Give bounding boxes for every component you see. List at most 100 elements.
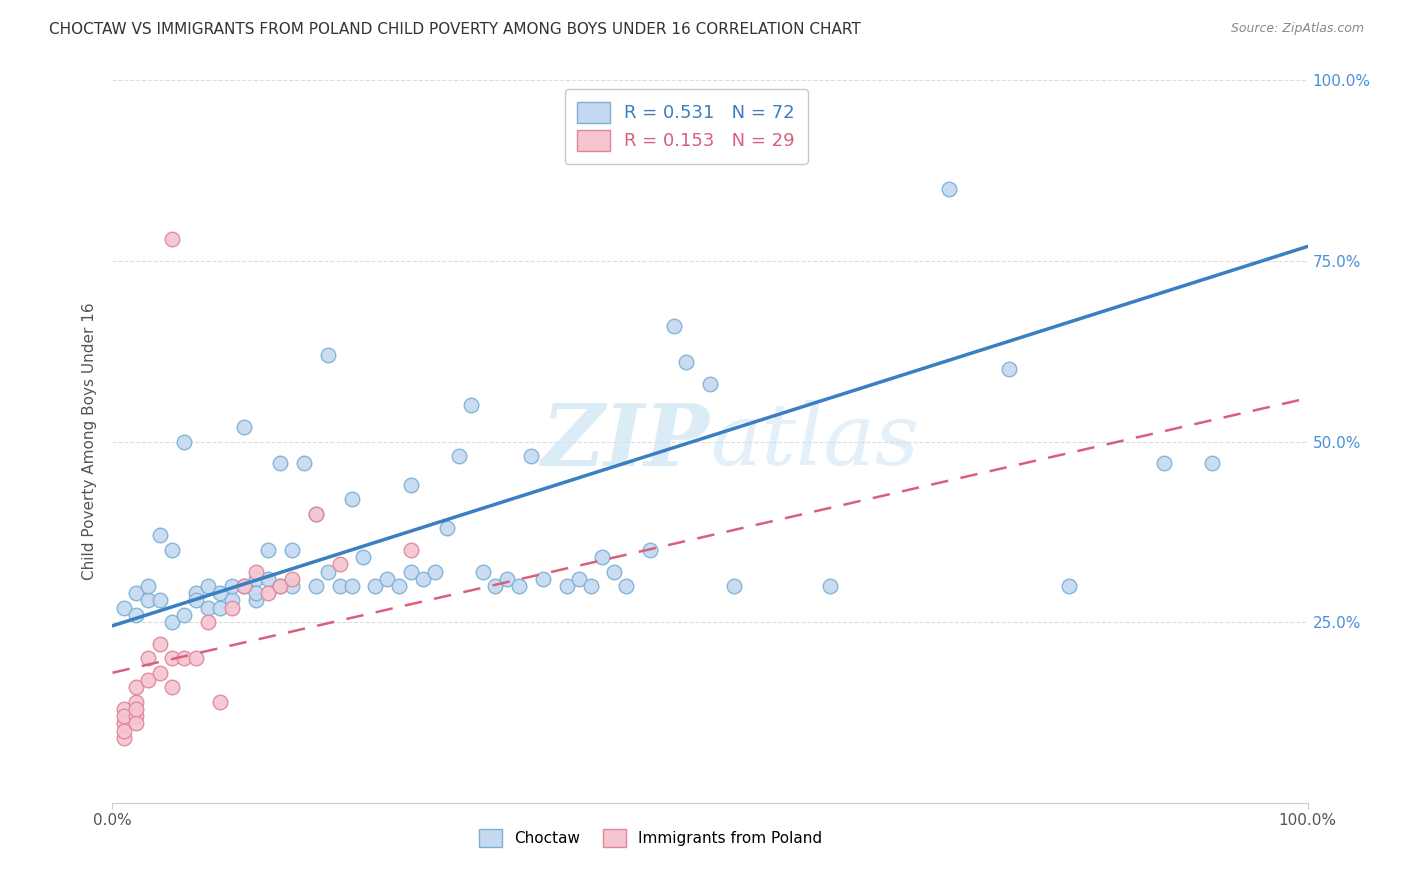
Point	[592, 550, 614, 565]
Point	[616, 579, 638, 593]
Point	[364, 579, 387, 593]
Point	[1057, 579, 1080, 593]
Point	[221, 600, 243, 615]
Point	[209, 695, 232, 709]
Point	[603, 565, 626, 579]
Point	[508, 579, 530, 593]
Point	[114, 600, 135, 615]
Point	[305, 507, 328, 521]
Point	[162, 651, 183, 665]
Point	[149, 593, 172, 607]
Point	[114, 702, 135, 716]
Point	[114, 716, 135, 731]
Point	[269, 456, 291, 470]
Point	[162, 680, 183, 694]
Point	[531, 572, 554, 586]
Point	[640, 542, 662, 557]
Point	[257, 572, 280, 586]
Point	[305, 507, 328, 521]
Point	[460, 398, 482, 412]
Point	[579, 579, 602, 593]
Point	[209, 600, 232, 615]
Point	[245, 586, 267, 600]
Point	[233, 420, 256, 434]
Point	[257, 542, 280, 557]
Point	[316, 565, 339, 579]
Point	[138, 579, 160, 593]
Point	[125, 680, 148, 694]
Point	[555, 579, 578, 593]
Point	[998, 362, 1021, 376]
Point	[1201, 456, 1223, 470]
Point	[138, 651, 160, 665]
Point	[340, 492, 363, 507]
Point	[329, 558, 352, 572]
Point	[401, 478, 423, 492]
Point	[269, 579, 291, 593]
Point	[197, 579, 219, 593]
Point	[149, 528, 172, 542]
Point	[412, 572, 434, 586]
Point	[173, 607, 195, 622]
Point	[496, 572, 519, 586]
Point	[197, 600, 219, 615]
Point	[125, 695, 148, 709]
Point	[425, 565, 447, 579]
Point	[292, 456, 315, 470]
Point	[114, 709, 135, 723]
Point	[388, 579, 411, 593]
Point	[173, 651, 195, 665]
Point	[401, 565, 423, 579]
Point	[125, 716, 148, 731]
Point	[221, 579, 243, 593]
Point	[447, 449, 470, 463]
Point	[281, 542, 304, 557]
Point	[305, 579, 328, 593]
Point	[436, 521, 458, 535]
Legend: Choctaw, Immigrants from Poland: Choctaw, Immigrants from Poland	[472, 823, 828, 853]
Point	[1153, 456, 1175, 470]
Point	[125, 709, 148, 723]
Point	[162, 542, 183, 557]
Text: Source: ZipAtlas.com: Source: ZipAtlas.com	[1230, 22, 1364, 36]
Point	[125, 607, 148, 622]
Point	[114, 731, 135, 745]
Point	[664, 318, 686, 333]
Point	[699, 376, 721, 391]
Point	[401, 542, 423, 557]
Point	[149, 637, 172, 651]
Point	[173, 434, 195, 449]
Point	[818, 579, 841, 593]
Point	[114, 723, 135, 738]
Point	[257, 586, 280, 600]
Text: atlas: atlas	[710, 401, 920, 483]
Point	[938, 182, 960, 196]
Point	[186, 586, 208, 600]
Point	[186, 651, 208, 665]
Point	[245, 572, 267, 586]
Point	[520, 449, 543, 463]
Point	[221, 593, 243, 607]
Point	[138, 673, 160, 687]
Point	[269, 579, 291, 593]
Point	[197, 615, 219, 630]
Point	[233, 579, 256, 593]
Point	[340, 579, 363, 593]
Point	[316, 348, 339, 362]
Point	[138, 593, 160, 607]
Text: ZIP: ZIP	[543, 400, 710, 483]
Point	[568, 572, 591, 586]
Point	[209, 586, 232, 600]
Point	[472, 565, 495, 579]
Point	[352, 550, 374, 565]
Text: CHOCTAW VS IMMIGRANTS FROM POLAND CHILD POVERTY AMONG BOYS UNDER 16 CORRELATION : CHOCTAW VS IMMIGRANTS FROM POLAND CHILD …	[49, 22, 860, 37]
Point	[329, 579, 352, 593]
Point	[675, 355, 697, 369]
Point	[377, 572, 399, 586]
Point	[281, 572, 304, 586]
Point	[162, 232, 183, 246]
Point	[149, 665, 172, 680]
Point	[125, 702, 148, 716]
Y-axis label: Child Poverty Among Boys Under 16: Child Poverty Among Boys Under 16	[82, 302, 97, 581]
Point	[186, 593, 208, 607]
